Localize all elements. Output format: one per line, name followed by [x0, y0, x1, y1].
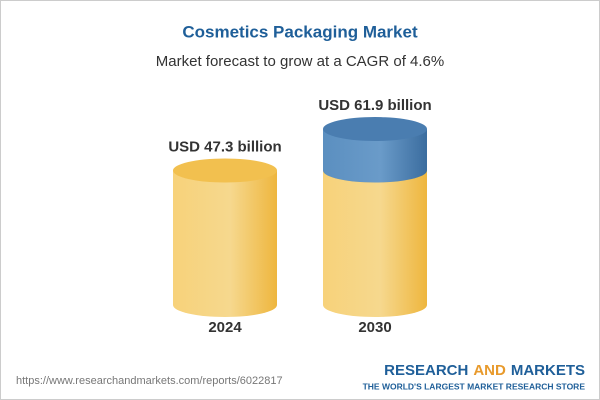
chart-title: Cosmetics Packaging Market: [182, 22, 418, 41]
value-label: USD 61.9 billion: [318, 97, 431, 114]
cylinder-body: [323, 170, 427, 305]
cylinder-top: [173, 158, 277, 183]
value-label: USD 47.3 billion: [168, 138, 281, 155]
category-label: 2030: [358, 319, 391, 336]
chart-subtitle: Market forecast to grow at a CAGR of 4.6…: [156, 53, 444, 70]
brand-word: MARKETS: [511, 362, 585, 379]
cylinder-seam: [323, 158, 427, 183]
cylinder-bottom: [323, 293, 427, 317]
category-label: 2024: [208, 319, 242, 336]
tagline: THE WORLD'S LARGEST MARKET RESEARCH STOR…: [363, 381, 586, 391]
cylinder-base: [173, 158, 277, 317]
brand-word: AND: [473, 362, 506, 379]
source-url: https://www.researchandmarkets.com/repor…: [16, 375, 283, 387]
brand-word: RESEARCH: [384, 362, 468, 379]
cylinder-base: [323, 158, 427, 317]
cylinder-body: [173, 170, 277, 305]
cylinder-growth: [323, 117, 427, 183]
brand: RESEARCH AND MARKETS: [384, 362, 585, 379]
cylinder-bottom: [173, 293, 277, 317]
cylinder-top: [323, 117, 427, 141]
